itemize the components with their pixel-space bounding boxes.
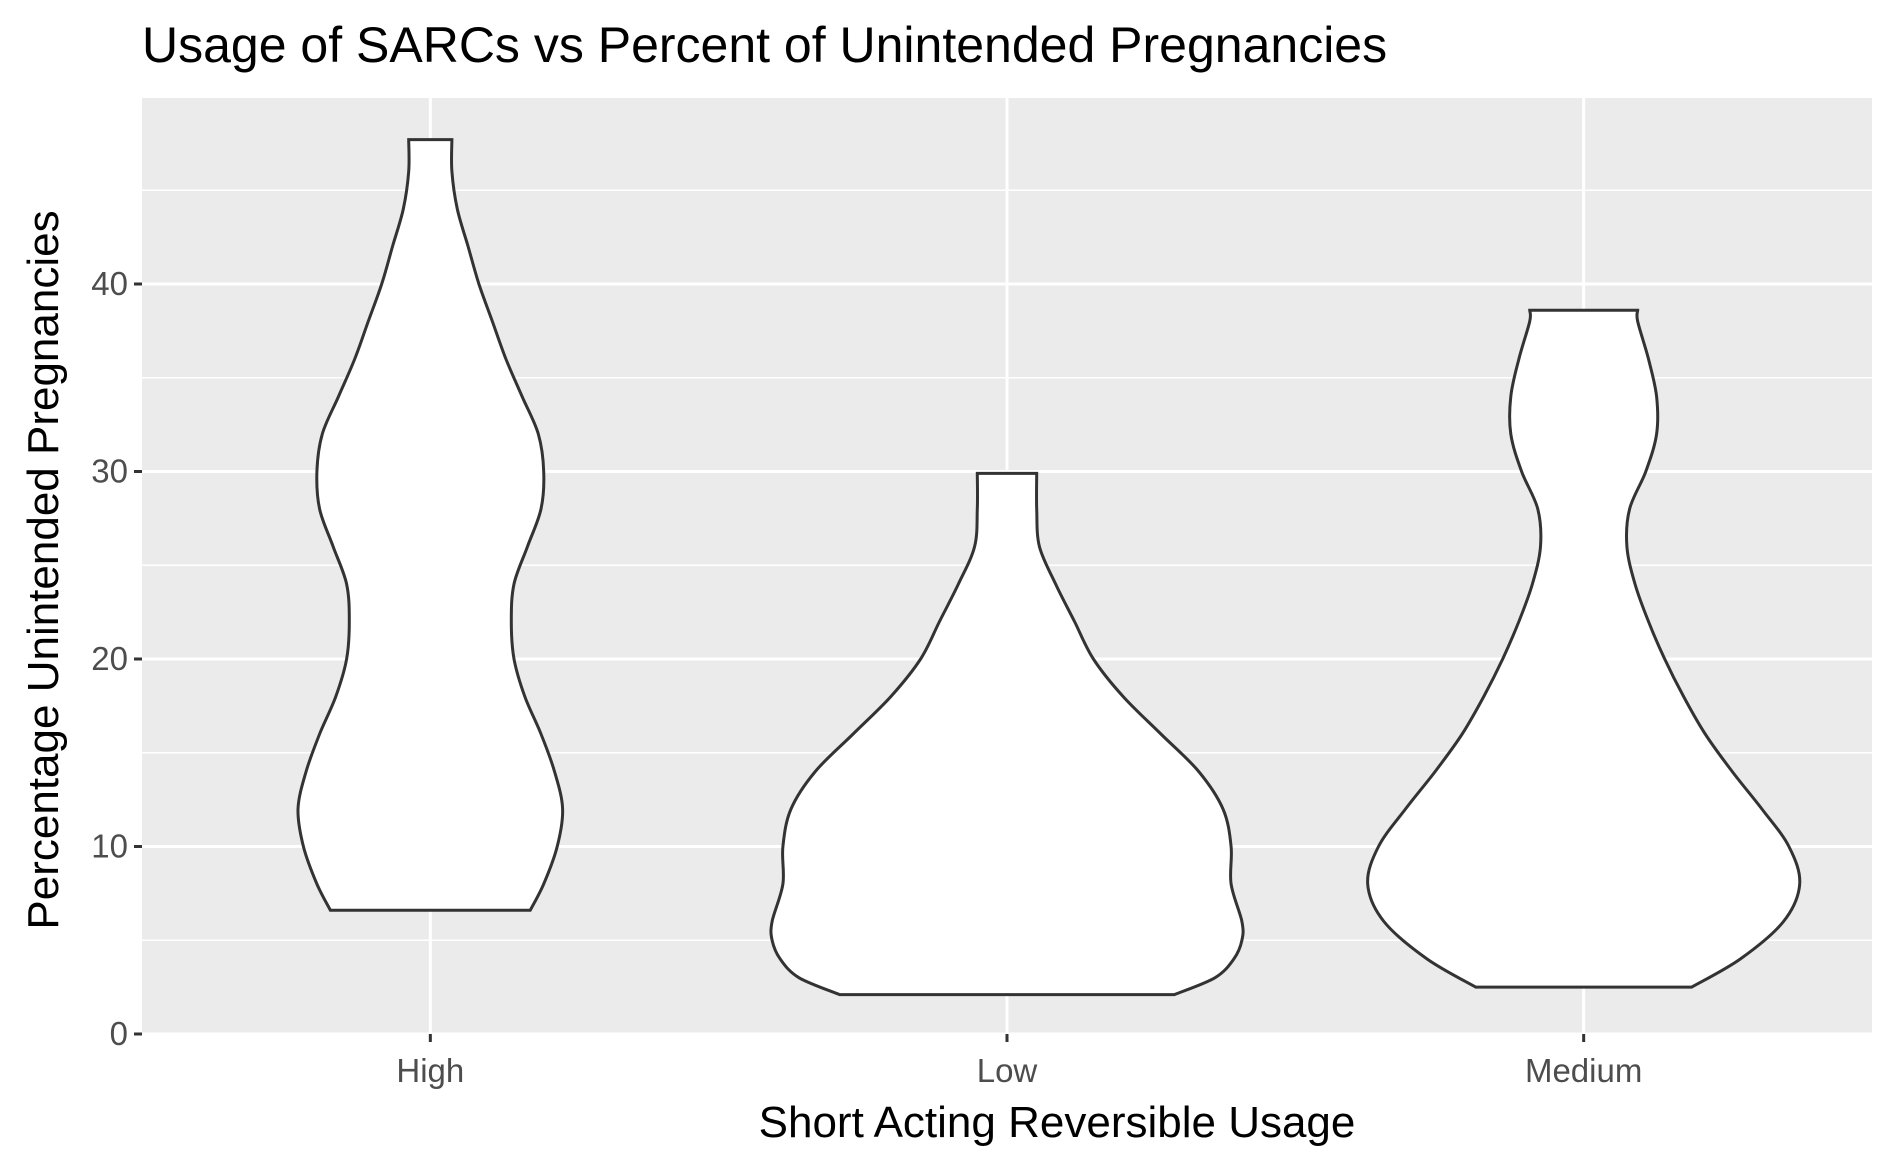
y-tick-label: 30	[91, 453, 128, 490]
chart-title: Usage of SARCs vs Percent of Unintended …	[142, 17, 1387, 73]
violins	[296, 138, 1802, 997]
y-tick-label: 10	[91, 828, 128, 865]
violin-low	[769, 471, 1245, 997]
y-axis: 0 10 20 30 40	[91, 265, 142, 1052]
x-tick-label: High	[396, 1052, 464, 1089]
y-axis-title: Percentage Unintended Pregnancies	[19, 210, 68, 929]
y-tick-label: 0	[110, 1015, 128, 1052]
x-tick-label: Low	[977, 1052, 1038, 1089]
violin-high	[296, 138, 565, 912]
x-axis: High Low Medium	[396, 1034, 1642, 1089]
violin-medium	[1366, 308, 1802, 989]
x-tick-label: Medium	[1525, 1052, 1642, 1089]
x-axis-title: Short Acting Reversible Usage	[759, 1098, 1356, 1147]
y-tick-label: 40	[91, 265, 128, 302]
y-tick-label: 20	[91, 640, 128, 677]
